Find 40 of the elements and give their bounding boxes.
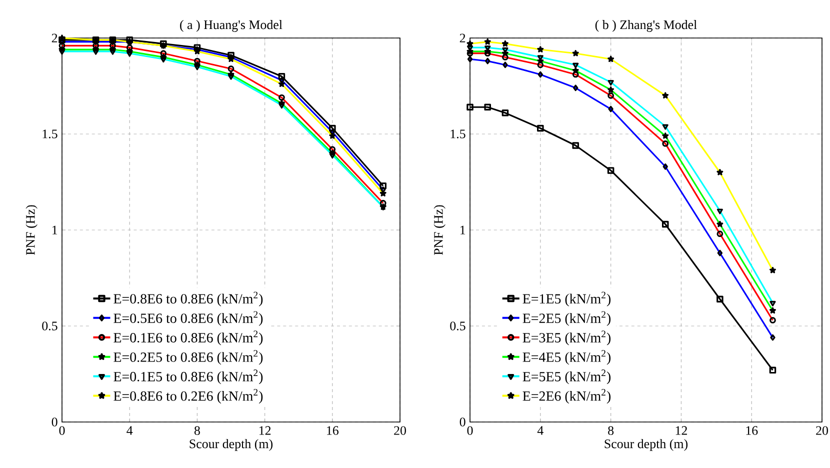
- legend-label: E=0.5E6 to 0.8E6 (kN/m$^{2}$): [114, 311, 263, 326]
- legend-label: E=0.8E6 to 0.2E6 (kN/m$^{2}$): [114, 388, 263, 404]
- x-tick-label: 4: [537, 426, 544, 435]
- y-tick-label: 1: [460, 226, 466, 234]
- x-axis-title: Scour depth (m): [604, 439, 688, 451]
- legend-label: E=0.1E6 to 0.8E6 (kN/m$^{2}$): [114, 330, 263, 346]
- y-tick-label: 1.5: [450, 130, 466, 138]
- y-tick-label: 0.5: [42, 322, 58, 330]
- y-tick-label: 0: [460, 418, 466, 426]
- y-axis-title: PNF (Hz): [434, 205, 446, 255]
- legend-label: E=1E5 (kN/m$^{2}$): [522, 292, 611, 306]
- y-tick-label: 1.5: [42, 130, 58, 138]
- y-tick-label: 0: [52, 418, 58, 426]
- y-axis-title: PNF (Hz): [26, 205, 38, 255]
- y-tick-label: 1: [52, 226, 58, 234]
- x-tick-label: 0: [59, 426, 65, 435]
- legend-label: E=4E5 (kN/m$^{2}$): [522, 350, 611, 365]
- legend-label: E=5E5 (kN/m$^{2}$): [522, 370, 611, 384]
- y-tick-label: 2: [52, 34, 58, 42]
- legend-label: E=0.8E6 to 0.8E6 (kN/m$^{2}$): [114, 292, 263, 306]
- x-tick-label: 8: [608, 426, 614, 435]
- legend-label: E=0.1E5 to 0.8E6 (kN/m$^{2}$): [114, 370, 263, 384]
- x-tick-label: 0: [467, 426, 473, 435]
- y-tick-label: 0.5: [450, 322, 466, 330]
- x-tick-label: 16: [327, 426, 338, 435]
- x-tick-label: 20: [816, 426, 828, 435]
- chart-title: ( a ) Huang's Model: [180, 20, 282, 32]
- x-axis-title: Scour depth (m): [190, 439, 273, 451]
- x-tick-label: 12: [259, 426, 271, 435]
- legend-label: E=2E5 (kN/m$^{2}$): [522, 311, 611, 326]
- legend-label: E=3E5 (kN/m$^{2}$): [522, 330, 611, 346]
- x-tick-label: 20: [394, 426, 406, 435]
- legend-label: E=0.2E5 to 0.8E6 (kN/m$^{2}$): [114, 350, 263, 365]
- x-tick-label: 8: [194, 426, 200, 435]
- x-tick-label: 4: [126, 426, 133, 435]
- legend-label: E=2E6 (kN/m$^{2}$): [522, 388, 611, 404]
- x-tick-label: 16: [746, 426, 758, 435]
- y-tick-label: 2: [460, 34, 466, 42]
- x-tick-label: 12: [676, 426, 687, 435]
- chart-title: ( b ) Zhang's Model: [595, 20, 697, 32]
